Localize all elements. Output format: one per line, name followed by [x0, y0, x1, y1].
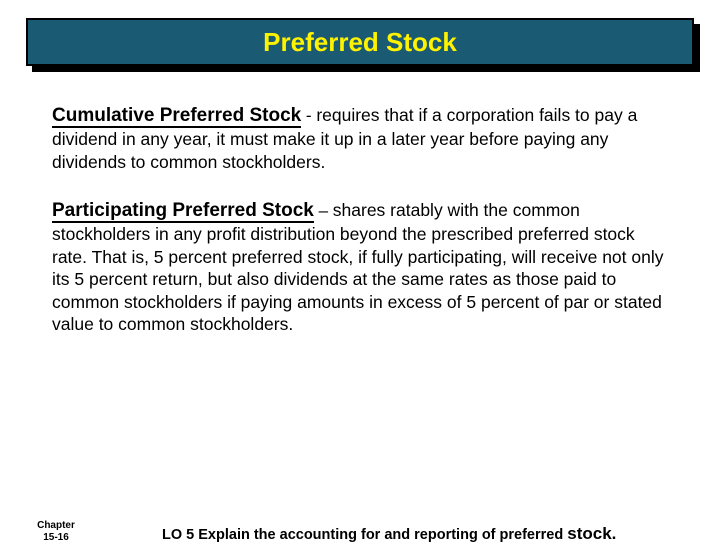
learning-objective: LO 5 Explain the accounting for and repo… [162, 524, 616, 544]
footer: Chapter 15-16 LO 5 Explain the accountin… [0, 520, 720, 544]
content-area: Cumulative Preferred Stock - requires th… [0, 66, 720, 335]
lo-stock: stock. [567, 524, 616, 543]
dash: - [301, 106, 316, 125]
title-bar: Preferred Stock [26, 18, 694, 66]
title-banner: Preferred Stock [26, 18, 694, 66]
lo-text: LO 5 Explain the accounting for and repo… [162, 527, 567, 543]
term-participating: Participating Preferred Stock [52, 200, 314, 223]
term-cumulative: Cumulative Preferred Stock [52, 105, 301, 128]
chapter-label: Chapter 15-16 [26, 520, 86, 544]
slide-title: Preferred Stock [263, 27, 457, 58]
dash: – [314, 201, 333, 220]
chapter-line2: 15-16 [26, 532, 86, 544]
paragraph-cumulative: Cumulative Preferred Stock - requires th… [52, 104, 668, 173]
paragraph-participating: Participating Preferred Stock – shares r… [52, 199, 668, 335]
chapter-line1: Chapter [26, 520, 86, 532]
